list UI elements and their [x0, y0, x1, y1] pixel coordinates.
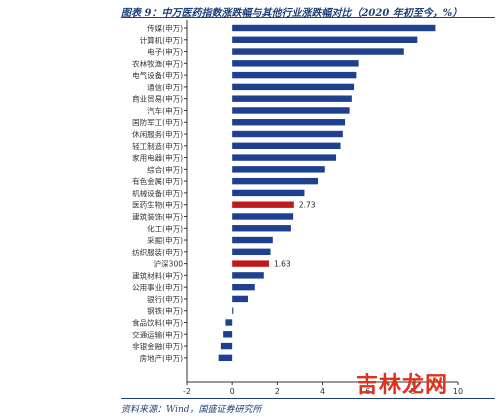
bar: [232, 83, 355, 91]
bar: [232, 225, 291, 232]
category-label: 沪深300: [154, 259, 184, 269]
category-label: 计算机(申万): [140, 35, 183, 45]
category-label: 休闲服务(申万): [132, 129, 183, 139]
bar: [232, 119, 346, 126]
category-label: 公用事业(申万): [132, 282, 183, 292]
bar: [225, 319, 233, 326]
category-label: 房地产(申万): [140, 353, 183, 363]
category-label: 采掘(申万): [147, 235, 183, 245]
value-tick-label: 10: [453, 387, 463, 396]
bar: [223, 331, 233, 338]
category-label: 建筑材料(申万): [132, 270, 183, 280]
category-label: 非银金融(申万): [132, 341, 183, 351]
category-label: 食品饮料(申万): [132, 318, 183, 328]
bar: [232, 154, 337, 161]
category-label: 通信(申万): [147, 82, 183, 92]
category-label: 钢铁(申万): [147, 306, 183, 316]
category-label: 汽车(申万): [147, 105, 183, 115]
category-label: 农林牧渔(申万): [132, 58, 183, 68]
category-label: 轻工制造(申万): [132, 141, 183, 151]
category-label: 银行(申万): [147, 294, 183, 304]
bar: [232, 107, 350, 114]
category-label: 交通运输(申万): [132, 329, 183, 339]
bar: [232, 60, 359, 67]
chart-title: 图表 9：中万医药指数涨跌幅与其他行业涨跌幅对比（2020 年初至今，%）: [121, 8, 463, 19]
data-label: 2.73: [299, 201, 316, 210]
category-label: 电子(申万): [147, 47, 183, 57]
bar: [232, 189, 305, 197]
category-label: 综合(申万): [147, 164, 183, 174]
category-label: 国防军工(申万): [132, 117, 183, 127]
bar: [232, 71, 357, 79]
bar: [218, 354, 233, 362]
bar: [232, 260, 269, 267]
category-label: 建筑装饰(申万): [132, 211, 183, 221]
bar: [232, 213, 294, 220]
title-rule: [121, 17, 495, 18]
category-label: 医药生物(申万): [132, 200, 183, 210]
value-tick-label: 2: [275, 387, 280, 396]
bar: [232, 283, 255, 291]
category-label: 商业贸易(申万): [132, 94, 183, 104]
category-label: 家用电器(申万): [132, 153, 183, 163]
bar: [232, 201, 294, 208]
bar: [232, 142, 341, 149]
bar: [232, 166, 325, 173]
source-note: 资料来源：Wind，国盛证券研究所: [121, 405, 262, 415]
bar: [232, 236, 273, 244]
value-tick-label: 8: [410, 387, 415, 396]
bar: [232, 130, 343, 138]
value-tick-label: 0: [230, 387, 235, 396]
bar: [232, 36, 418, 43]
bar: [232, 177, 318, 185]
bar: [220, 342, 233, 350]
bar: [232, 307, 234, 314]
bar: [232, 272, 264, 279]
value-tick-label: -2: [183, 387, 191, 396]
category-label: 机械设备(申万): [132, 188, 183, 198]
value-tick-label: 4: [320, 387, 325, 396]
category-label: 电气设备(申万): [132, 70, 183, 80]
category-label: 化工(申万): [147, 223, 183, 233]
value-tick-label: 6: [365, 387, 370, 396]
watermark: 吉林龙网: [356, 373, 449, 398]
category-label: 有色金属(申万): [132, 176, 183, 186]
bar: [232, 95, 352, 102]
bar: [232, 48, 404, 55]
footer-rule: [121, 398, 495, 399]
category-label: 传媒(申万): [147, 23, 183, 33]
bar: [232, 24, 436, 32]
data-label: 1.63: [274, 260, 291, 269]
bar: [232, 248, 271, 256]
bar: [232, 295, 248, 303]
category-label: 纺织服装(申万): [132, 247, 183, 257]
